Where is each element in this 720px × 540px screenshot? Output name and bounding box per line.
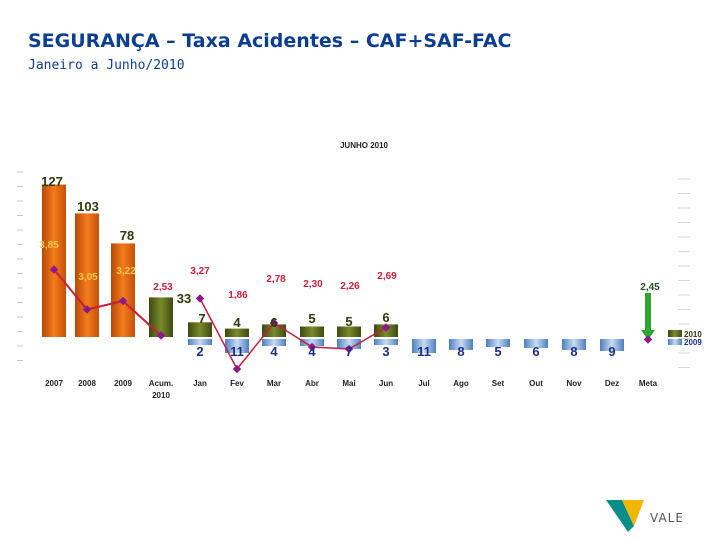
rate-point bbox=[232, 364, 242, 374]
category-label: Out bbox=[529, 379, 543, 388]
bar-2010 bbox=[225, 328, 249, 337]
bar-2009 bbox=[262, 339, 286, 346]
bar-2010-label: 4 bbox=[233, 315, 241, 330]
bar-2010-label: 127 bbox=[41, 174, 63, 189]
page-title: SEGURANÇA – Taxa Acidentes – CAF+SAF-FAC bbox=[28, 30, 512, 52]
rate-label: 2,69 bbox=[377, 271, 397, 282]
rate-label: 3,27 bbox=[190, 266, 210, 277]
rate-label: 2,45 bbox=[640, 282, 660, 293]
rate-label: 3,05 bbox=[78, 272, 98, 283]
rate-point bbox=[307, 342, 317, 352]
rate-point bbox=[381, 323, 391, 332]
rate-label: 1,86 bbox=[228, 290, 248, 301]
rate-point bbox=[643, 335, 653, 344]
rate-label: 2,78 bbox=[266, 274, 286, 285]
bar-2009-label: 5 bbox=[494, 344, 501, 359]
category-label: Nov bbox=[566, 379, 582, 388]
category-label: Fev bbox=[230, 379, 244, 388]
bar-2009 bbox=[374, 339, 398, 345]
category-label: 2010 bbox=[152, 391, 170, 400]
bar-2009-label: 8 bbox=[457, 344, 464, 359]
bar-2010-label: 6 bbox=[382, 310, 389, 325]
chart-title: JUNHO 2010 bbox=[340, 141, 389, 150]
category-label: Ago bbox=[453, 379, 469, 388]
rate-label: 2,53 bbox=[153, 282, 173, 293]
rate-point bbox=[118, 296, 128, 306]
bar-2010 bbox=[111, 243, 135, 337]
bar-2009 bbox=[486, 339, 510, 347]
bar-2009 bbox=[225, 339, 249, 353]
bar-2009 bbox=[562, 339, 586, 350]
bar-2009 bbox=[600, 339, 624, 351]
category-label: Set bbox=[492, 379, 505, 388]
rate-label: 2,30 bbox=[303, 279, 323, 290]
bar-2010 bbox=[75, 213, 99, 337]
category-label: Mai bbox=[342, 379, 355, 388]
bar-2009-label: 11 bbox=[417, 344, 431, 359]
rate-point bbox=[195, 294, 205, 303]
rate-point bbox=[82, 305, 92, 314]
category-label: Jun bbox=[379, 379, 393, 388]
category-label: Abr bbox=[305, 379, 319, 388]
rate-point bbox=[269, 318, 279, 328]
rate-point bbox=[49, 265, 59, 274]
rate-point bbox=[344, 344, 354, 354]
bar-2009 bbox=[188, 339, 212, 345]
category-label: 2007 bbox=[45, 379, 63, 388]
bar-2009-label: 11 bbox=[230, 344, 244, 359]
bar-2010-label: 33 bbox=[177, 291, 191, 306]
rate-label: 3,22 bbox=[116, 266, 136, 277]
category-label: Mar bbox=[267, 379, 281, 388]
rate-label: 2,26 bbox=[340, 281, 360, 292]
meta-arrow bbox=[641, 293, 655, 340]
legend-swatch-2009 bbox=[668, 339, 682, 345]
category-label: Meta bbox=[639, 379, 658, 388]
bar-2010-label: 6 bbox=[270, 315, 277, 330]
legend-label-2009: 2009 bbox=[684, 338, 702, 347]
rate-line-years bbox=[53, 268, 162, 337]
vale-logo bbox=[606, 500, 644, 532]
bar-2009-label: 9 bbox=[608, 344, 615, 359]
bar-2010-label: 5 bbox=[345, 314, 352, 329]
bar-2009-label: 4 bbox=[308, 344, 316, 359]
bar-2009 bbox=[412, 339, 436, 353]
legend-swatch-2010 bbox=[668, 330, 682, 337]
bar-2010 bbox=[337, 326, 361, 337]
bar-2009-label: 4 bbox=[270, 344, 278, 359]
bar-2010 bbox=[300, 326, 324, 337]
bar-2009 bbox=[524, 339, 548, 348]
legend-label-2010: 2010 bbox=[684, 330, 702, 339]
bar-2010-label: 78 bbox=[120, 228, 134, 243]
category-label: Dez bbox=[605, 379, 619, 388]
bar-2009-label: 8 bbox=[570, 344, 577, 359]
bar-2009 bbox=[337, 339, 361, 349]
category-label: 2009 bbox=[114, 379, 132, 388]
bar-2010 bbox=[188, 322, 212, 337]
bar-2010 bbox=[149, 297, 173, 337]
bar-2010-label: 7 bbox=[198, 311, 205, 326]
bar-2009 bbox=[300, 339, 324, 346]
rate-line-months bbox=[199, 298, 387, 371]
category-label: 2008 bbox=[78, 379, 96, 388]
logo-text: VALE bbox=[650, 511, 684, 525]
bar-2009 bbox=[449, 339, 473, 350]
bar-2010 bbox=[42, 184, 66, 337]
category-label: Jan bbox=[193, 379, 207, 388]
bar-2009-label: 3 bbox=[382, 344, 389, 359]
rate-label: 3,85 bbox=[39, 240, 59, 251]
rate-point bbox=[156, 331, 166, 340]
bar-2009-label: 2 bbox=[196, 344, 203, 359]
bar-2010-label: 103 bbox=[77, 199, 99, 214]
category-label: Jul bbox=[418, 379, 430, 388]
bar-2009-label: 6 bbox=[532, 344, 539, 359]
bar-2009-label: 7 bbox=[345, 344, 352, 359]
page-subtitle: Janeiro a Junho/2010 bbox=[28, 58, 185, 73]
bar-2010-label: 5 bbox=[308, 311, 315, 326]
category-label: Acum. bbox=[149, 379, 173, 388]
